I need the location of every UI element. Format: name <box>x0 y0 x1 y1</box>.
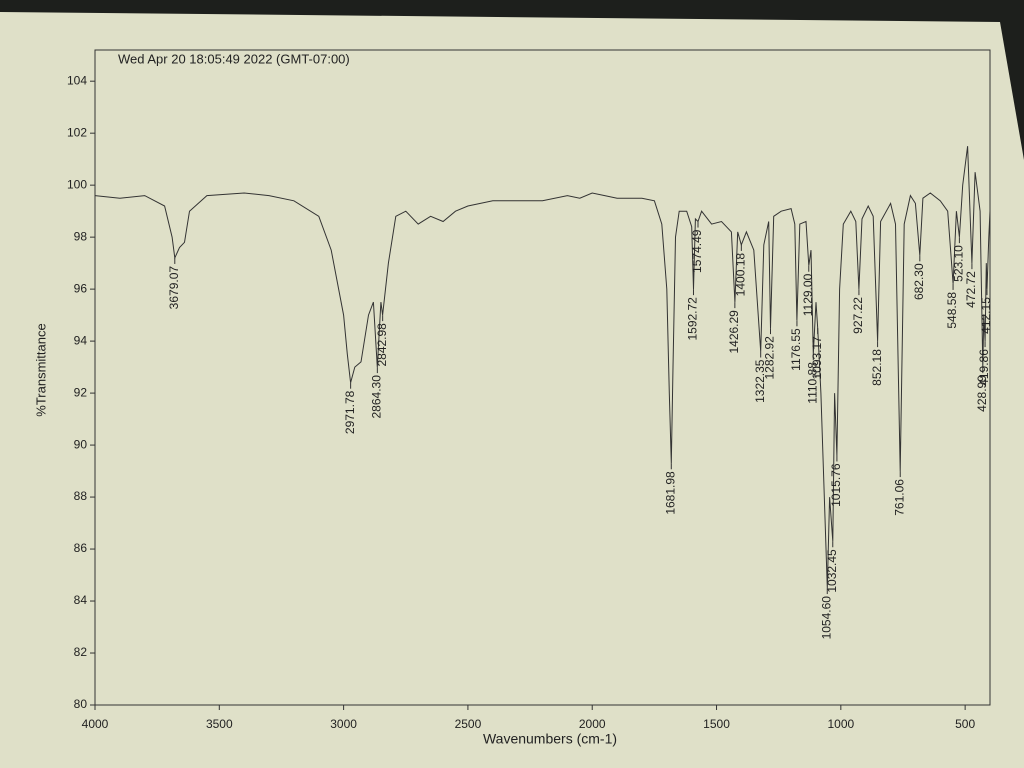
peak-label: 1054.60 <box>819 596 833 640</box>
peak-label: 412.15 <box>979 297 993 334</box>
peak-label: 1015.76 <box>829 463 843 507</box>
peak-label: 1129.00 <box>801 273 815 316</box>
x-tick-label: 1500 <box>703 717 730 731</box>
peak-label: 1176.55 <box>789 328 803 371</box>
y-tick-label: 82 <box>74 645 88 659</box>
peak-label: 1681.98 <box>663 471 677 515</box>
peak-label: 761.06 <box>892 479 906 516</box>
peak-label: 548.58 <box>945 292 959 329</box>
peak-label: 1032.45 <box>825 549 839 593</box>
peak-label: 927.22 <box>851 297 865 334</box>
y-tick-label: 92 <box>74 385 88 399</box>
x-axis-label: Wavenumbers (cm-1) <box>483 731 617 747</box>
y-tick-label: 84 <box>74 593 88 607</box>
y-tick-label: 94 <box>74 333 88 347</box>
x-tick-label: 2000 <box>579 717 606 731</box>
peak-label: 419.86 <box>977 349 991 386</box>
spectrum-line <box>94 146 991 589</box>
peak-label: 1110.88 <box>805 362 819 404</box>
x-tick-label: 500 <box>955 717 975 731</box>
y-tick-label: 96 <box>74 281 88 295</box>
y-tick-label: 102 <box>67 125 87 139</box>
peak-label: 682.30 <box>912 263 926 300</box>
paper <box>0 12 1024 768</box>
y-tick-label: 100 <box>67 177 87 191</box>
peak-label: 1592.72 <box>686 297 700 341</box>
plot-frame <box>94 49 991 706</box>
x-tick-label: 2500 <box>455 717 482 731</box>
chart-title: Wed Apr 20 18:05:49 2022 (GMT-07:00) <box>118 51 350 66</box>
x-tick-label: 1000 <box>827 717 854 731</box>
y-tick-label: 86 <box>74 541 88 555</box>
peak-label: 428.99 <box>975 375 989 412</box>
peak-label: 472.72 <box>964 271 978 308</box>
peak-label: 2864.30 <box>370 375 384 419</box>
y-axis-label: %Transmittance <box>33 323 48 416</box>
x-tick-label: 3500 <box>206 717 233 731</box>
peak-label: 1282.92 <box>763 336 777 380</box>
y-tick-label: 98 <box>74 229 88 243</box>
peak-label: 1322.35 <box>753 359 767 403</box>
peak-label: 1093.17 <box>810 336 824 380</box>
peak-label: 1426.29 <box>727 310 741 354</box>
y-tick-label: 88 <box>74 489 88 503</box>
y-tick-label: 80 <box>74 697 88 711</box>
peak-label: 523.10 <box>952 245 966 282</box>
x-tick-label: 3000 <box>330 717 357 731</box>
peak-label: 2842.98 <box>375 323 389 367</box>
x-tick-label: 4000 <box>82 717 109 731</box>
y-tick-label: 104 <box>67 73 87 87</box>
peak-label: 3679.07 <box>167 266 181 310</box>
peak-label: 2971.78 <box>343 390 357 434</box>
peak-label: 852.18 <box>870 349 884 386</box>
y-tick-label: 90 <box>74 437 88 451</box>
peak-label: 1574.49 <box>690 229 704 273</box>
peak-label: 1400.18 <box>734 253 748 297</box>
